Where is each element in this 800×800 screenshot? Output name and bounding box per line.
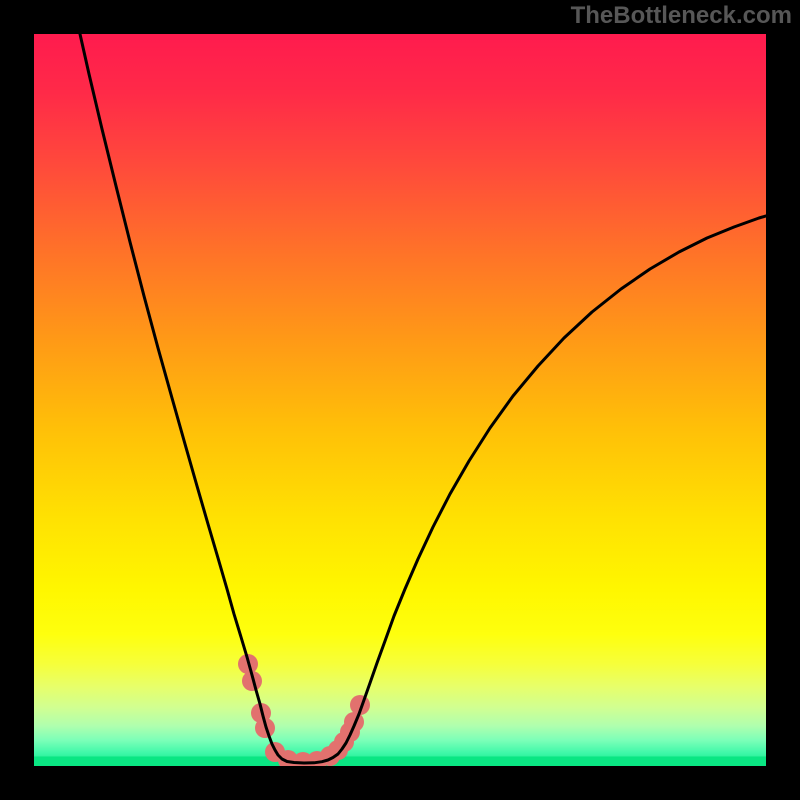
green-strip [34,756,766,766]
plot-area [34,34,766,766]
gradient-background [34,34,766,766]
watermark: TheBottleneck.com [571,2,792,30]
plot-svg [34,34,766,766]
